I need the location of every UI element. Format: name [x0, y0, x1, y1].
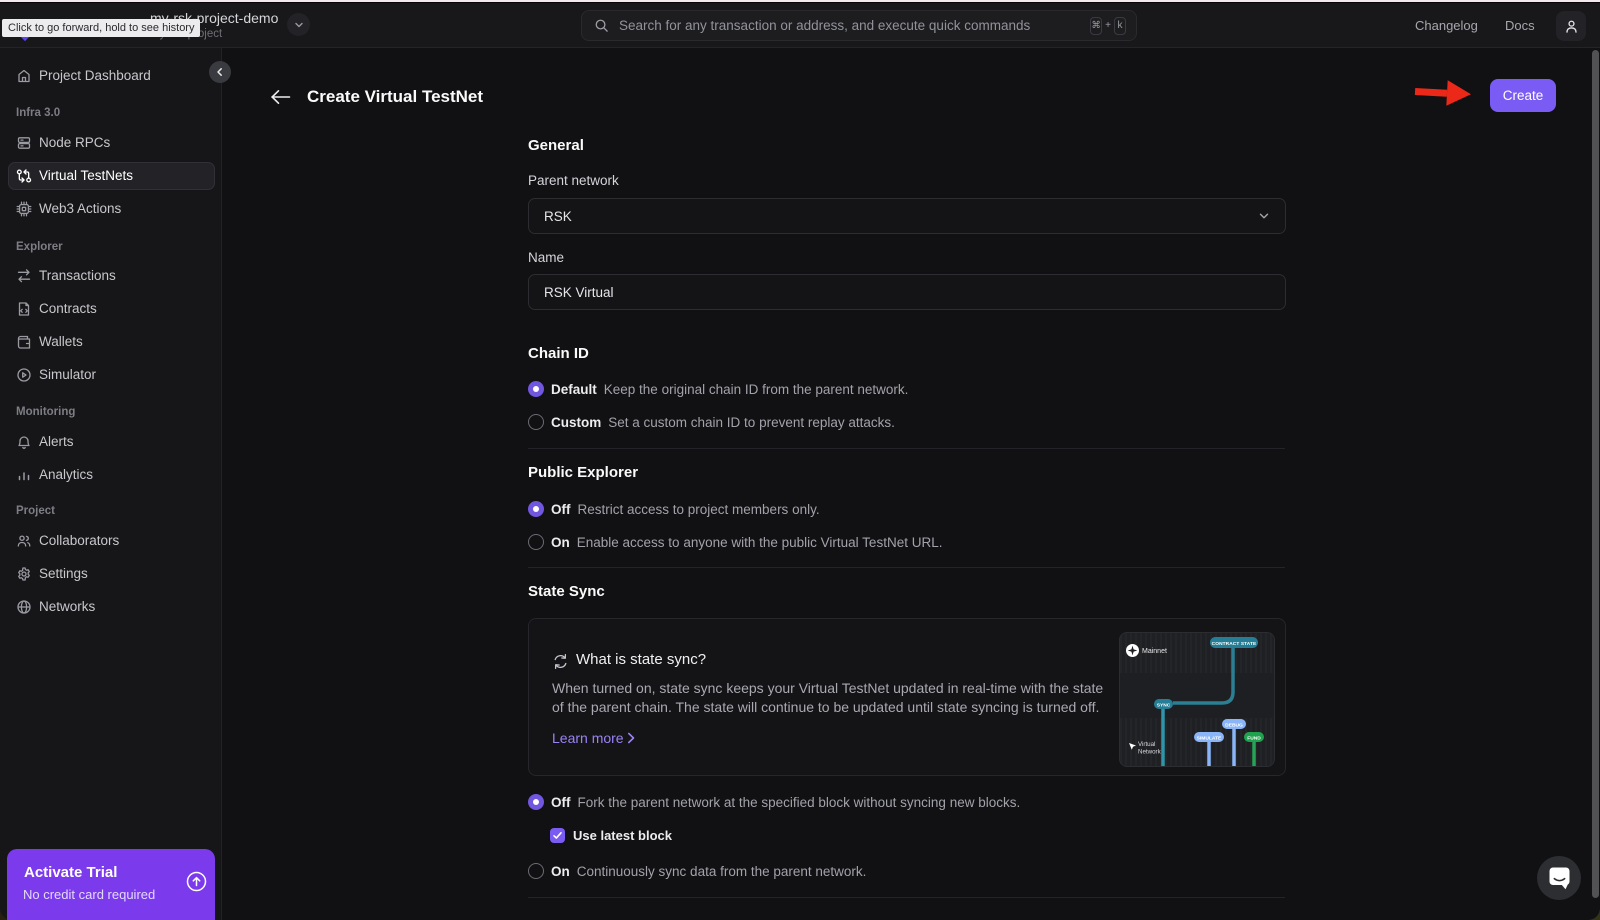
svg-text:Mainnet: Mainnet — [1142, 648, 1167, 655]
svg-text:SIMULATE: SIMULATE — [1197, 736, 1222, 742]
svg-text:Virtual: Virtual — [1138, 741, 1155, 748]
svg-text:CONTRACT STATE: CONTRACT STATE — [1212, 641, 1257, 647]
svg-text:DEBUG: DEBUG — [1225, 723, 1243, 729]
svg-text:FUND: FUND — [1247, 736, 1261, 742]
svg-text:Network: Network — [1138, 749, 1162, 756]
svg-text:SYNC: SYNC — [1157, 703, 1171, 709]
